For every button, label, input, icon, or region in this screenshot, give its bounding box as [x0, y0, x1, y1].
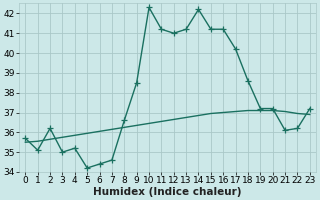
X-axis label: Humidex (Indice chaleur): Humidex (Indice chaleur)	[93, 187, 242, 197]
